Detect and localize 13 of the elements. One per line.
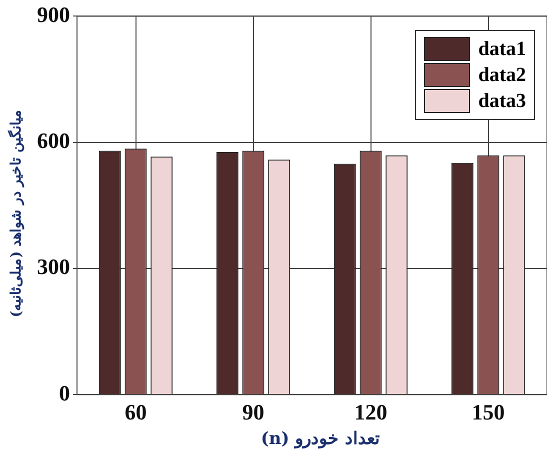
- x-tick-label: 60: [124, 399, 147, 424]
- y-axis-title: میانگین تاخیر در شواهد (میلی‌ثانیه): [8, 108, 24, 320]
- x-tick-label: 90: [242, 399, 264, 424]
- x-axis-title: تعداد خودرو (n): [260, 428, 382, 449]
- x-tick-label: 120: [354, 399, 388, 424]
- y-tick-label: 0: [59, 380, 70, 406]
- legend-label: data1: [478, 38, 526, 60]
- y-tick-label: 600: [37, 128, 70, 154]
- x-tick-label: 150: [472, 399, 505, 424]
- y-tick-label: 300: [37, 254, 70, 280]
- legend-label: data2: [478, 64, 526, 86]
- legend-label: data3: [478, 90, 526, 112]
- y-tick-label: 900: [37, 2, 70, 27]
